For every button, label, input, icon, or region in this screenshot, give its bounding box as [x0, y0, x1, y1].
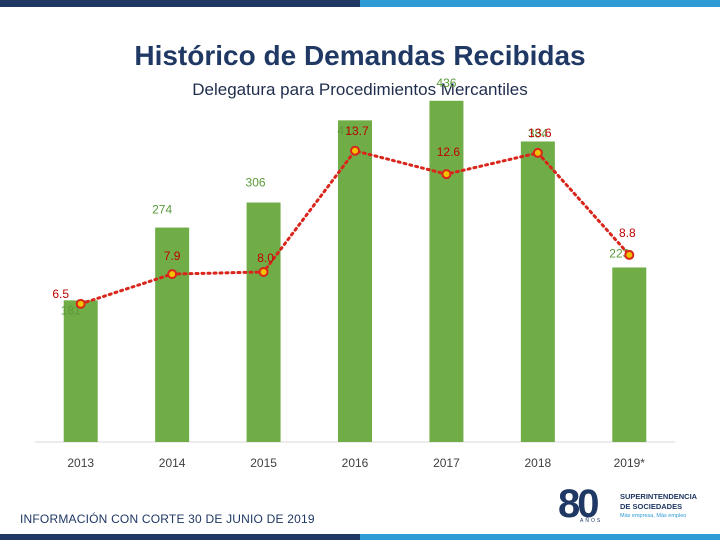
- line-point: [75, 298, 86, 309]
- bar: [63, 300, 98, 442]
- x-tick-label: 2019*: [614, 456, 646, 470]
- top-bar-light: [360, 0, 720, 7]
- x-tick-label: 2017: [433, 456, 460, 470]
- line-value-label: 13.6: [528, 126, 552, 140]
- bar: [246, 202, 281, 442]
- line-value-label: 8.0: [257, 251, 274, 265]
- bar-value-label: 411: [337, 123, 356, 137]
- bottom-bar-dark: [0, 534, 360, 540]
- x-tick-label: 2013: [67, 456, 94, 470]
- line-point: [624, 249, 635, 260]
- top-bar-dark: [0, 0, 360, 7]
- x-tick-label: 2018: [525, 456, 552, 470]
- line-value-label: 8.8: [619, 226, 636, 240]
- bar: [429, 100, 464, 443]
- line-value-label: 12.6: [437, 145, 461, 159]
- logo-text-line1: SUPERINTENDENCIA: [620, 492, 698, 501]
- logo-anos: AÑOS: [580, 518, 603, 524]
- line-point: [167, 269, 178, 280]
- bar: [520, 141, 555, 442]
- bar-value-label: 384: [528, 126, 548, 140]
- bar-value-label: 181: [61, 303, 81, 317]
- bar-value-label: 306: [246, 176, 266, 190]
- logo-tagline: Más empresa, Más empleo: [620, 513, 687, 519]
- chart-title: Histórico de Demandas Recibidas: [134, 40, 586, 71]
- bar-value-label: 274: [152, 203, 172, 217]
- line-value-label: 13.7: [345, 124, 369, 138]
- x-tick-label: 2014: [159, 456, 186, 470]
- chart-subtitle: Delegatura para Procedimientos Mercantil…: [192, 80, 528, 99]
- line-point: [441, 169, 452, 180]
- superintendencia-logo: 80 AÑOS SUPERINTENDENCIA DE SOCIEDADES M…: [558, 482, 708, 528]
- line-point: [532, 147, 543, 158]
- line-value-label: 7.9: [164, 249, 181, 263]
- x-tick-label: 2015: [250, 456, 277, 470]
- line-point: [258, 266, 269, 277]
- bar: [338, 120, 372, 442]
- line-point: [350, 145, 360, 156]
- x-tick-label: 2016: [342, 456, 369, 470]
- bar-value-label: 223: [609, 246, 629, 260]
- bar: [612, 267, 647, 442]
- logo-number: 80: [558, 482, 599, 526]
- bottom-bar-light: [360, 534, 720, 540]
- bar-value-label: 436: [436, 76, 456, 90]
- bar: [155, 227, 190, 442]
- line-value-label: 6.5: [52, 287, 69, 301]
- logo-text-line2: DE SOCIEDADES: [620, 502, 683, 511]
- footnote: INFORMACIÓN CON CORTE 30 DE JUNIO DE 201…: [20, 512, 315, 526]
